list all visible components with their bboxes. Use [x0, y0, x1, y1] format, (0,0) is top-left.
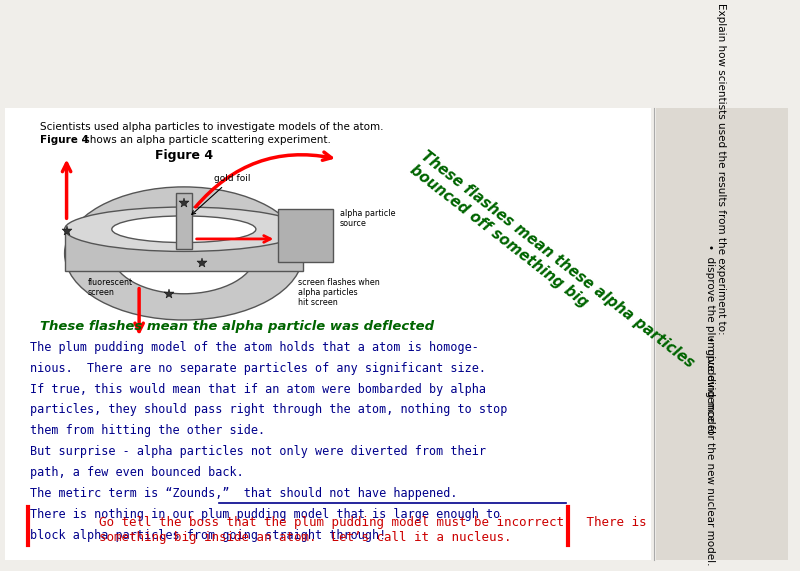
Text: gold foil: gold foil	[192, 174, 250, 215]
Text: Figure 4: Figure 4	[40, 135, 89, 145]
Text: path, a few even bounced back.: path, a few even bounced back.	[30, 467, 243, 480]
Text: them from hitting the other side.: them from hitting the other side.	[30, 424, 265, 437]
Text: Explain how scientists used the results from the experiment to:: Explain how scientists used the results …	[717, 3, 726, 335]
Text: These flashes mean the alpha particle was deflected: These flashes mean the alpha particle wa…	[40, 320, 434, 333]
Text: •  give evidence for the new nuclear model.: • give evidence for the new nuclear mode…	[705, 336, 714, 566]
Text: screen flashes when
alpha particles
hit screen: screen flashes when alpha particles hit …	[298, 278, 380, 307]
Text: The metirc term is “Zounds,”  that should not have happened.: The metirc term is “Zounds,” that should…	[30, 488, 458, 500]
Bar	[278, 209, 333, 262]
Text: But surprise - alpha particles not only were diverted from their: But surprise - alpha particles not only …	[30, 445, 486, 459]
Text: If true, this would mean that if an atom were bombarded by alpha: If true, this would mean that if an atom…	[30, 383, 486, 396]
Text: block alpha particles from going straight through!: block alpha particles from going straigh…	[30, 529, 386, 542]
Text: alpha particle
source: alpha particle source	[340, 209, 395, 228]
Bar	[656, 108, 788, 560]
Text: Scientists used alpha particles to investigate models of the atom.: Scientists used alpha particles to inves…	[40, 122, 383, 132]
Text: Go tell the boss that the plum pudding model must be incorrect.  There is
someth: Go tell the boss that the plum pudding m…	[99, 516, 647, 544]
Ellipse shape	[65, 187, 303, 320]
Ellipse shape	[112, 213, 256, 294]
Bar	[176, 193, 192, 250]
Text: fluorescent
screen: fluorescent screen	[87, 278, 133, 297]
Text: •  disprove the plum pudding model: • disprove the plum pudding model	[705, 244, 714, 433]
Text: These flashes mean these alpha particles
bounced off something big: These flashes mean these alpha particles…	[407, 148, 697, 385]
Text: nious.  There are no separate particles of any significant size.: nious. There are no separate particles o…	[30, 361, 486, 375]
Text: particles, they should pass right through the atom, nothing to stop: particles, they should pass right throug…	[30, 404, 507, 416]
Ellipse shape	[65, 207, 303, 251]
Bar	[5, 108, 651, 560]
Text: shows an alpha particle scattering experiment.: shows an alpha particle scattering exper…	[82, 135, 331, 145]
Ellipse shape	[112, 216, 256, 243]
Text: The plum pudding model of the atom holds that a atom is homoge-: The plum pudding model of the atom holds…	[30, 340, 478, 353]
Text: Figure 4: Figure 4	[154, 148, 213, 162]
Text: There is nothing in our plum pudding model that is large enough to: There is nothing in our plum pudding mod…	[30, 508, 500, 521]
Bar	[65, 229, 303, 271]
